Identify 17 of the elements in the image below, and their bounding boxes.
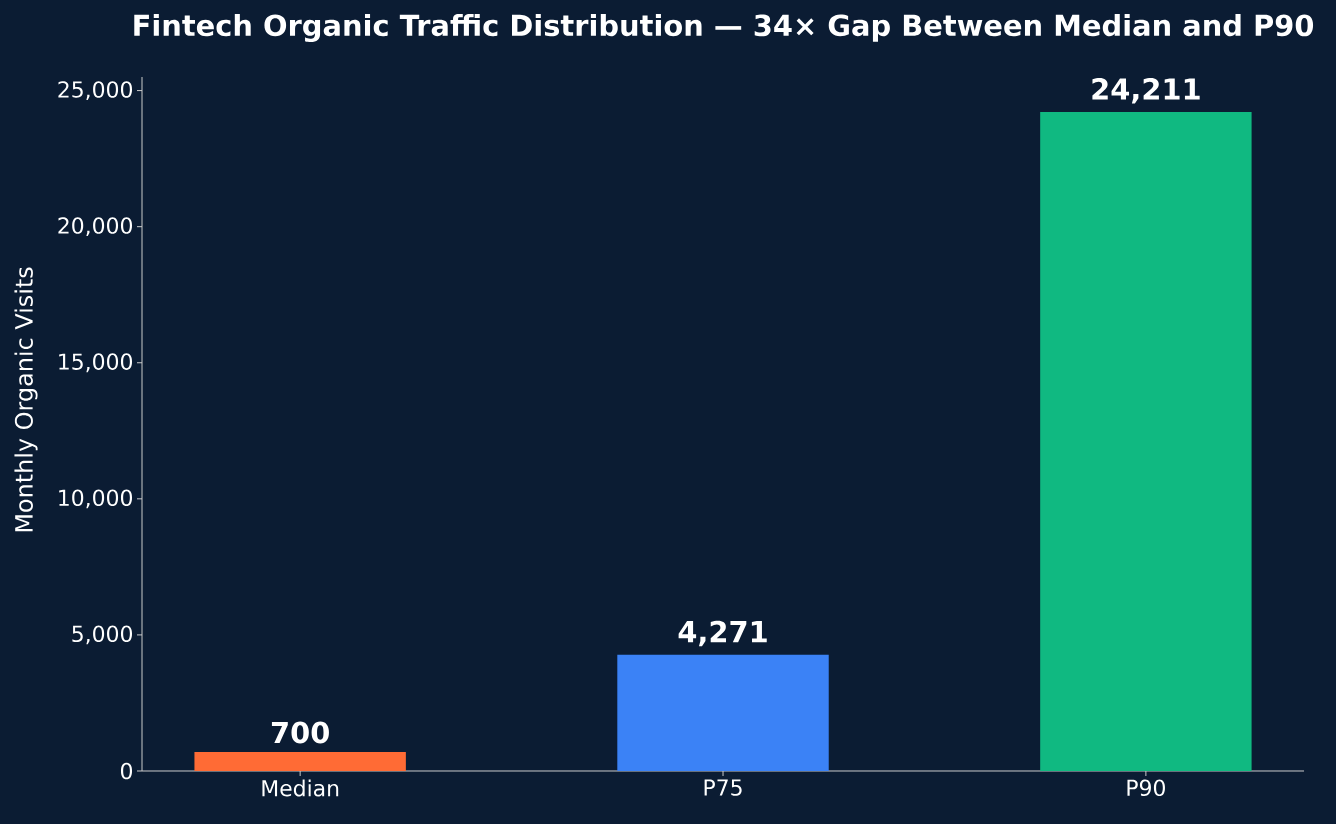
data-label: 700 (271, 721, 329, 744)
x-tick-label: P90 (1127, 779, 1165, 797)
y-tick-label: 10,000 (59, 489, 132, 509)
y-axis-title: Monthly Organic Visits (14, 267, 38, 532)
y-tick-label: 5,000 (72, 625, 133, 645)
data-label: 4,271 (678, 620, 767, 647)
chart-title: Fintech Organic Traffic Distribution — 34× Gap Between Median and P90 (134, 13, 1314, 43)
y-tick-label: 15,000 (59, 353, 132, 373)
x-tick-label: P75 (704, 779, 742, 796)
bar (194, 751, 406, 771)
bar (617, 654, 829, 771)
bar (1040, 112, 1252, 771)
y-tick-label: 0 (120, 762, 133, 780)
y-tick-label: 25,000 (58, 81, 132, 100)
y-tick-label: 20,000 (58, 217, 132, 237)
data-label: 24,211 (1092, 78, 1200, 104)
x-tick-label: Median (262, 779, 339, 797)
